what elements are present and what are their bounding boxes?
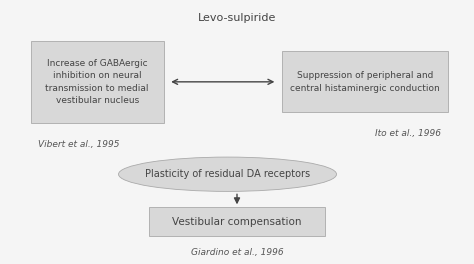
Ellipse shape [118,157,337,191]
FancyBboxPatch shape [149,207,325,236]
Text: Increase of GABAergic
inhibition on neural
transmission to medial
vestibular nuc: Increase of GABAergic inhibition on neur… [46,59,149,105]
Text: Plasticity of residual DA receptors: Plasticity of residual DA receptors [145,169,310,179]
Text: Suppression of peripheral and
central histaminergic conduction: Suppression of peripheral and central hi… [290,71,440,93]
FancyBboxPatch shape [31,41,164,123]
Text: Vestibular compensation: Vestibular compensation [172,217,302,227]
Text: Ito et al., 1996: Ito et al., 1996 [375,129,441,138]
Text: Giardino et al., 1996: Giardino et al., 1996 [191,248,283,257]
Text: Levo-sulpiride: Levo-sulpiride [198,13,276,23]
Text: Vibert et al., 1995: Vibert et al., 1995 [38,140,119,149]
FancyBboxPatch shape [282,51,448,112]
